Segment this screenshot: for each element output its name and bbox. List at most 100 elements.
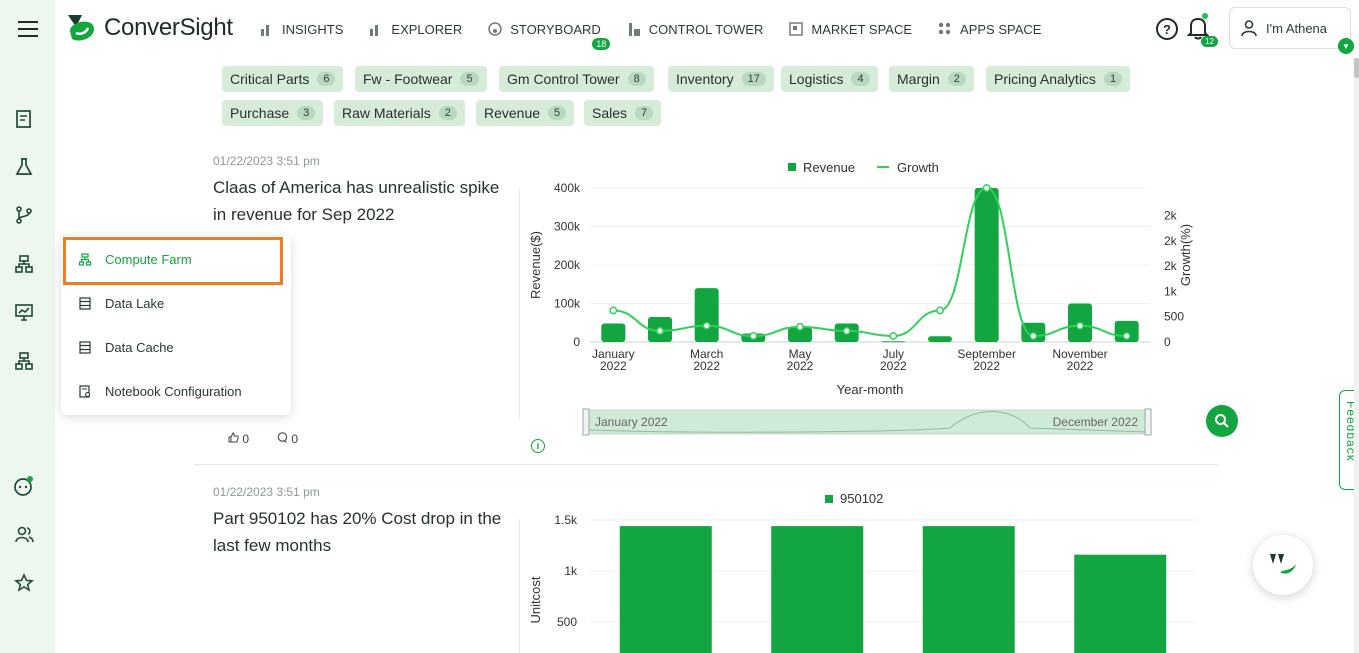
nav-label: EXPLORER	[391, 21, 463, 37]
revenue-growth-chart: 0100k200k300k400k05001k2k2k2kJanuary2022…	[528, 160, 1193, 436]
tag-margin[interactable]: Margin 2	[889, 66, 974, 92]
y2-tick-label: 2k	[1164, 209, 1178, 223]
legend-label-revenue: Revenue	[803, 160, 855, 175]
insight-title[interactable]: Claas of America has unrealistic spike i…	[213, 178, 500, 224]
presentation-icon[interactable]	[13, 301, 35, 323]
legend-label-growth: Growth	[897, 160, 939, 175]
notification-dot	[1202, 13, 1208, 19]
card-divider	[519, 519, 520, 653]
tag-critical-parts[interactable]: Critical Parts 6	[222, 66, 344, 92]
tag-purchase[interactable]: Purchase 3	[222, 100, 324, 126]
menu-item-notebook-configuration[interactable]: Notebook Configuration	[79, 384, 242, 399]
tag-sales[interactable]: Sales 7	[584, 100, 662, 126]
menu-toggle-button[interactable]	[0, 0, 55, 58]
y2-tick-label: 2k	[1164, 259, 1178, 273]
menu-item-data-cache[interactable]: Data Cache	[79, 340, 174, 355]
tag-count: 7	[635, 106, 654, 120]
x-tick-label: 2022	[693, 359, 720, 373]
legend-swatch	[825, 495, 833, 503]
tag-count: 8	[627, 72, 646, 86]
tag-label: Critical Parts	[230, 71, 310, 87]
users-icon[interactable]	[13, 524, 35, 546]
growth-point	[796, 322, 804, 331]
menu-item-label: Notebook Configuration	[105, 384, 242, 399]
athena-chat-button[interactable]	[1253, 535, 1313, 595]
y2-tick-label: 500	[1164, 310, 1184, 324]
help-icon[interactable]: ?	[1156, 18, 1178, 40]
tag-label: Margin	[897, 71, 940, 87]
y-tick-label: 100k	[554, 297, 581, 311]
nav-storyboard[interactable]: STORYBOARD 18	[488, 21, 611, 50]
side-submenu: Compute Farm Data Lake Data Cache Notebo…	[61, 236, 291, 415]
menu-item-compute-farm[interactable]: Compute Farm	[79, 252, 192, 267]
y2-axis-title: Growth(%)	[1178, 224, 1193, 286]
tag-revenue[interactable]: Revenue 5	[476, 100, 575, 126]
brand-logo[interactable]: ConverSight	[64, 11, 233, 45]
range-start-label: January 2022	[595, 415, 668, 429]
flask-icon[interactable]	[13, 156, 35, 178]
tag-count: 2	[438, 106, 457, 120]
tag-label: Fw - Footwear	[363, 71, 453, 87]
athena-label: I'm Athena	[1266, 20, 1328, 36]
nav-label: STORYBOARD	[510, 21, 601, 37]
nav-insights[interactable]: INSIGHTS	[260, 22, 343, 37]
nav-label: MARKET SPACE	[811, 21, 913, 37]
tag-count: 4	[851, 72, 870, 86]
tag-pricing-analytics[interactable]: Pricing Analytics 1	[986, 66, 1131, 92]
tag-inventory[interactable]: Inventory 17	[668, 66, 774, 92]
x-tick-label: March	[690, 347, 723, 361]
nav-market-space[interactable]: MARKET SPACE	[789, 22, 912, 37]
nav-control-tower[interactable]: CONTROL TOWER	[627, 21, 764, 37]
search-icon	[1215, 414, 1229, 428]
bot-icon[interactable]	[13, 475, 35, 497]
hierarchy-icon[interactable]	[13, 253, 35, 275]
info-icon[interactable]: i	[531, 439, 545, 453]
hamburger-icon	[17, 28, 38, 30]
range-slider-sparkline	[585, 411, 1149, 433]
main-nav: INSIGHTS EXPLORER STORYBOARD 18 CONTROL …	[260, 0, 1067, 58]
y-axis-title: Revenue($)	[528, 231, 543, 299]
tag-label: Revenue	[484, 105, 541, 121]
scrollbar-thumb[interactable]	[1354, 58, 1359, 78]
database-icon	[79, 341, 91, 354]
storyboard-badge: 18	[592, 37, 611, 50]
athena-chat-icon	[1270, 554, 1296, 574]
tag-fw-footwear[interactable]: Fw - Footwear 5	[355, 66, 487, 92]
nav-label: CONTROL TOWER	[648, 21, 764, 37]
reports-icon[interactable]	[13, 108, 35, 130]
hierarchy-icon[interactable]	[13, 350, 35, 372]
database-icon	[79, 297, 91, 310]
tag-label: Raw Materials	[342, 105, 431, 121]
athena-profile-button[interactable]: I'm Athena ▼	[1229, 7, 1354, 54]
x-tick-label: 2022	[973, 359, 1000, 373]
like-button[interactable]: 0	[228, 432, 249, 446]
range-end-label: December 2022	[1053, 415, 1139, 429]
tag-raw-materials[interactable]: Raw Materials 2	[334, 100, 465, 126]
growth-point	[982, 184, 991, 192]
insight-title[interactable]: Part 950102 has 20% Cost drop in the las…	[213, 509, 502, 555]
notification-count: 12	[1201, 36, 1218, 47]
chevron-down-icon[interactable]: ▼	[1338, 38, 1354, 54]
zoom-button[interactable]	[1206, 405, 1238, 437]
notifications-button[interactable]: 12	[1186, 13, 1218, 47]
growth-point	[936, 306, 944, 315]
tag-logistics[interactable]: Logistics 4	[781, 66, 878, 92]
notebook-icon	[79, 385, 90, 398]
x-tick-label: 2022	[1067, 359, 1094, 373]
unitcost-chart: 500 1k 1.5k Unitcost 950102	[528, 491, 1196, 653]
unitcost-bar	[619, 526, 712, 653]
tag-gm-control-tower[interactable]: Gm Control Tower 8	[499, 66, 654, 92]
bar-chart-icon	[370, 25, 379, 36]
page-scrollbar[interactable]	[1354, 58, 1359, 653]
nav-apps-space[interactable]: APPS SPACE	[938, 22, 1041, 37]
menu-item-data-lake[interactable]: Data Lake	[79, 296, 164, 311]
legend-swatch-revenue	[788, 163, 796, 171]
store-icon	[789, 22, 804, 36]
tower-icon	[628, 23, 640, 36]
star-icon[interactable]	[13, 572, 35, 594]
nav-explorer[interactable]: EXPLORER	[369, 22, 462, 37]
x-tick-label: 2022	[880, 359, 907, 373]
revenue-bar	[881, 341, 906, 343]
branch-icon[interactable]	[13, 204, 35, 226]
comment-button[interactable]: 0	[277, 432, 298, 446]
